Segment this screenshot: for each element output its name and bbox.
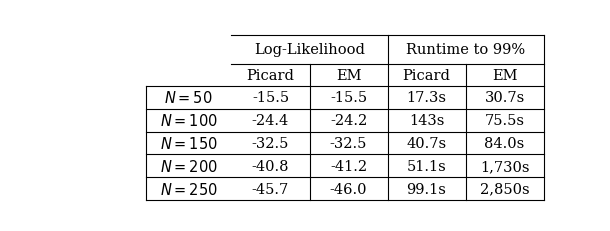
Text: $N = 100$: $N = 100$ — [160, 113, 218, 129]
Text: 75.5s: 75.5s — [484, 114, 525, 128]
Text: -24.2: -24.2 — [330, 114, 367, 128]
Text: 99.1s: 99.1s — [407, 182, 447, 196]
Text: 143s: 143s — [409, 114, 444, 128]
Text: -24.4: -24.4 — [252, 114, 289, 128]
Text: Runtime to 99%: Runtime to 99% — [406, 43, 525, 57]
Text: 17.3s: 17.3s — [406, 91, 447, 105]
Text: EM: EM — [336, 68, 361, 82]
Text: Picard: Picard — [246, 68, 295, 82]
Text: -46.0: -46.0 — [330, 182, 367, 196]
Text: Picard: Picard — [403, 68, 450, 82]
Text: 2,850s: 2,850s — [479, 182, 529, 196]
Text: -15.5: -15.5 — [330, 91, 367, 105]
Text: -32.5: -32.5 — [252, 136, 289, 150]
Text: Log-Likelihood: Log-Likelihood — [254, 43, 365, 57]
Text: -41.2: -41.2 — [330, 159, 367, 173]
Text: -45.7: -45.7 — [252, 182, 289, 196]
Text: 40.7s: 40.7s — [406, 136, 447, 150]
Text: $N = 50$: $N = 50$ — [165, 90, 213, 106]
Text: EM: EM — [492, 68, 517, 82]
Text: 51.1s: 51.1s — [407, 159, 447, 173]
Text: -40.8: -40.8 — [252, 159, 289, 173]
Text: $N = 250$: $N = 250$ — [160, 181, 218, 197]
Text: -32.5: -32.5 — [330, 136, 367, 150]
Text: $N = 200$: $N = 200$ — [160, 158, 218, 174]
Text: -15.5: -15.5 — [252, 91, 289, 105]
Text: 1,730s: 1,730s — [480, 159, 529, 173]
Text: 30.7s: 30.7s — [484, 91, 525, 105]
Text: $N = 150$: $N = 150$ — [160, 135, 218, 151]
Text: 84.0s: 84.0s — [484, 136, 525, 150]
